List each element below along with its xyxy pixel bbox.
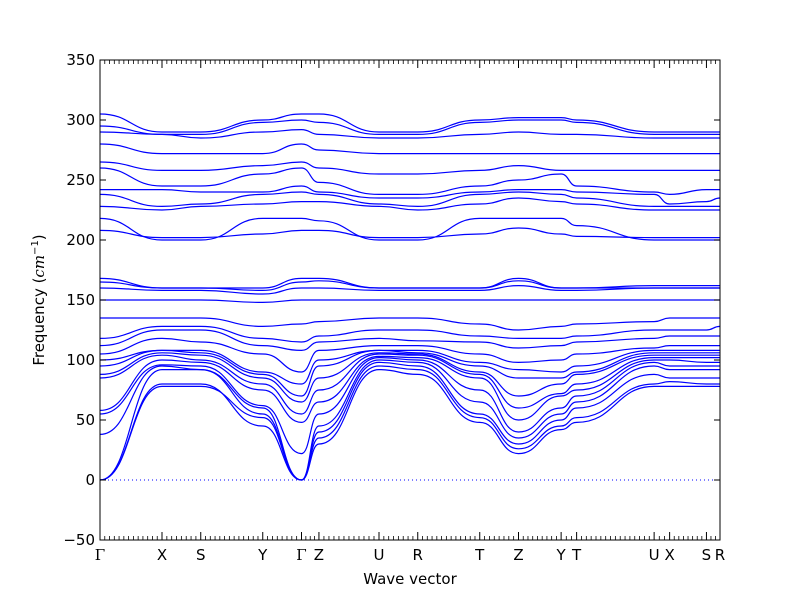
band-line-10 (99, 337, 720, 373)
band-line-14 (99, 299, 720, 304)
x-tick-label: S (702, 546, 712, 564)
x-tick-label: Z (513, 546, 523, 564)
y-axis-label-unit: cm (30, 255, 48, 278)
x-minor-ticks (104, 60, 716, 540)
band-line-8 (99, 349, 720, 397)
x-tick-label: Y (257, 546, 268, 564)
x-tick-label: Z (314, 546, 324, 564)
band-line-2 (99, 361, 720, 481)
x-tick-label: T (474, 546, 485, 564)
band-line-27 (99, 119, 720, 135)
x-tick-label: U (649, 546, 660, 564)
x-tick-label: R (413, 546, 423, 564)
x-tick-label: U (374, 546, 385, 564)
band-line-11 (99, 329, 720, 352)
band-line-12 (99, 325, 721, 343)
band-line-21 (99, 191, 720, 208)
band-line-28 (99, 113, 720, 133)
band-line-3 (99, 359, 720, 481)
y-tick-label: −50 (63, 531, 95, 549)
x-tick-label: Γ (296, 546, 306, 564)
band-line-23 (99, 167, 720, 196)
x-tick-label: X (664, 546, 674, 564)
x-tick-label: R (715, 546, 725, 564)
band-line-20 (99, 197, 720, 211)
band-line-5 (99, 355, 720, 424)
y-tick-label: 50 (76, 411, 95, 429)
plot-frame (99, 59, 721, 541)
x-tick-label: S (196, 546, 206, 564)
y-tick-label: 150 (66, 291, 95, 309)
x-tick-label: X (157, 546, 167, 564)
band-line-7 (99, 352, 720, 403)
x-tick-label: Γ (95, 546, 105, 564)
y-axis: −50 0 50 100 150 200 250 300 350 (63, 51, 720, 549)
band-line-17 (99, 277, 720, 289)
y-axis-label-prefix: Frequency ( (30, 278, 48, 366)
y-tick-label: 0 (85, 471, 95, 489)
x-tick-label: Y (556, 546, 567, 564)
x-tick-label: T (571, 546, 582, 564)
x-axis-label: Wave vector (363, 570, 457, 588)
band-line-19 (99, 217, 720, 241)
y-tick-label: 350 (66, 51, 95, 69)
band-line-25 (99, 143, 720, 155)
y-axis-label-suffix: ) (30, 234, 48, 240)
band-line-26 (99, 128, 720, 139)
y-tick-label: 250 (66, 171, 95, 189)
band-line-4 (99, 356, 720, 455)
y-tick-label: 100 (66, 351, 95, 369)
band-line-9 (99, 349, 720, 385)
y-tick-label: 200 (66, 231, 95, 249)
y-axis-label-unit-exponent: −1 (30, 240, 41, 255)
band-lines (99, 113, 721, 481)
band-line-1 (99, 365, 720, 481)
band-line-22 (100, 185, 721, 205)
band-line-6 (99, 353, 720, 415)
y-axis-label: Frequency (cm−1) (30, 234, 48, 365)
band-line-13 (100, 317, 720, 331)
y-tick-label: 300 (66, 111, 95, 129)
band-line-18 (99, 227, 720, 239)
band-line-24 (99, 161, 720, 175)
